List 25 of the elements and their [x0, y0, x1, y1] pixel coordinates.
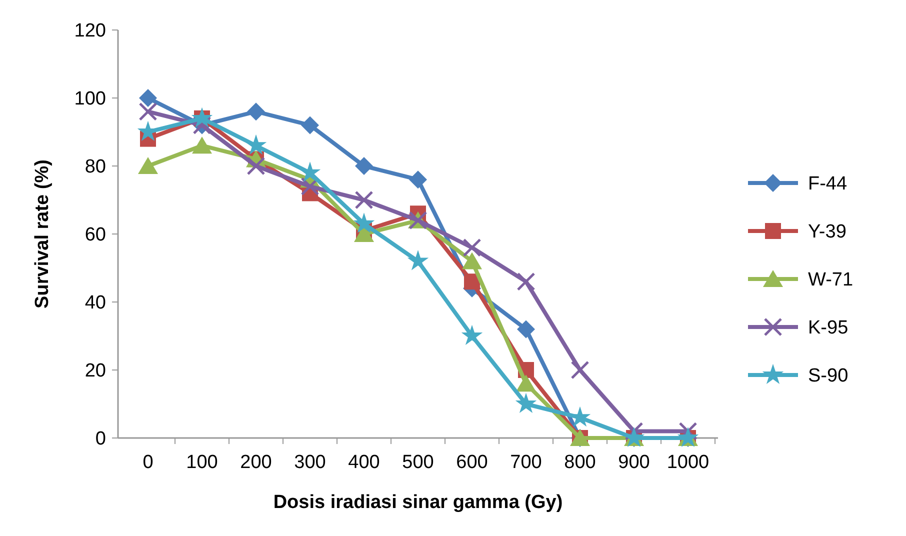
- y-tick-label: 60: [84, 224, 106, 246]
- x-tick-label: 100: [186, 452, 218, 473]
- legend-label: W-71: [808, 270, 854, 291]
- x-tick-label: 600: [456, 452, 488, 473]
- x-axis-title: Dosis iradiasi sinar gamma (Gy): [273, 492, 563, 513]
- y-tick-label: 40: [84, 292, 106, 314]
- x-tick-label: 500: [402, 452, 434, 473]
- x-tick-label: 400: [348, 452, 380, 473]
- x-tick-label: 300: [294, 452, 326, 473]
- x-tick-label: 1000: [666, 452, 710, 473]
- y-axis-title: Survival rate (%): [32, 160, 53, 308]
- legend-label: F-44: [808, 174, 848, 195]
- x-tick-label: 0: [142, 452, 154, 473]
- legend-label: S-90: [808, 366, 848, 387]
- y-tick-label: 80: [84, 156, 106, 178]
- y-tick-label: 120: [74, 20, 106, 42]
- legend-label: Y-39: [808, 222, 846, 243]
- y-tick-label: 20: [84, 360, 106, 382]
- legend-label: K-95: [808, 318, 848, 339]
- y-tick-label: 100: [74, 88, 106, 110]
- x-tick-label: 800: [564, 452, 596, 473]
- y-tick-label: 0: [95, 428, 106, 450]
- x-tick-label: 200: [240, 452, 272, 473]
- x-tick-label: 700: [510, 452, 542, 473]
- x-tick-label: 900: [618, 452, 650, 473]
